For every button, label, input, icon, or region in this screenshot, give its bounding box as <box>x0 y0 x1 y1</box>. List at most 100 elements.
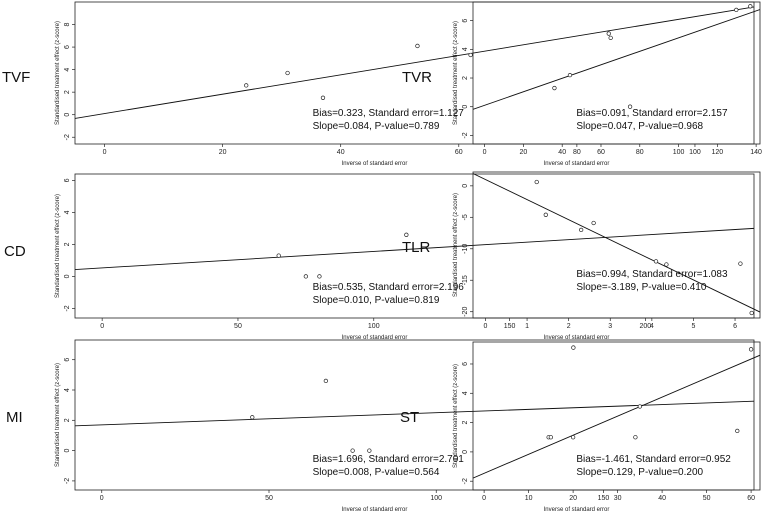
y-tick-label: 2 <box>64 242 71 246</box>
chart-panel-tlr: TLR 0 1 2 3 4 5 6 -20 -15 -10 -5 0 Inverse of standar… <box>402 171 761 341</box>
y-tick-label: 6 <box>64 45 71 49</box>
x-tick-label: 30 <box>614 495 622 502</box>
data-point <box>591 220 596 226</box>
y-tick-label: 0 <box>64 113 71 117</box>
annotation-bias: Bias=0.994, Standard error=1.083 <box>576 269 728 280</box>
data-point <box>735 428 740 434</box>
x-tick-label: 40 <box>558 149 566 156</box>
data-point <box>748 4 753 9</box>
data-point <box>303 274 309 279</box>
x-tick-label: 40 <box>337 149 345 156</box>
data-point <box>350 448 355 453</box>
annotation-slope: Slope=0.047, P-value=0.968 <box>576 121 703 132</box>
y-tick-label: 4 <box>64 68 71 72</box>
x-tick-label: 20 <box>219 149 227 156</box>
x-tick-label: 1 <box>525 323 529 330</box>
y-tick-label: 0 <box>462 184 469 188</box>
y-tick-label: -2 <box>462 478 469 484</box>
x-tick-label: 50 <box>234 323 242 330</box>
y-tick-label: 6 <box>462 19 469 23</box>
y-axis-label: Standardised treatment effect (z-score) <box>55 194 61 298</box>
y-tick-label: -2 <box>462 132 469 138</box>
panel-label: ST <box>400 409 419 426</box>
x-tick-label: 50 <box>703 495 711 502</box>
data-point <box>637 404 643 409</box>
annotation-bias: Bias=0.091, Standard error=2.157 <box>576 108 728 119</box>
x-tick-label: 60 <box>455 149 463 156</box>
y-axis-label: Standardised treatment effect (z-score) <box>55 21 61 125</box>
x-axis-label: Inverse of standard error <box>544 335 610 341</box>
x-tick-label: 3 <box>608 323 612 330</box>
x-tick-label: 100 <box>368 323 380 330</box>
regression-line <box>473 9 760 110</box>
data-point <box>567 73 573 78</box>
data-point <box>606 31 611 36</box>
data-point <box>404 232 409 237</box>
data-point <box>415 43 420 49</box>
data-point <box>627 104 633 109</box>
annotation-slope: Slope=0.084, P-value=0.789 <box>313 121 440 132</box>
y-tick-label: 0 <box>64 274 71 278</box>
panel-label: TVR <box>402 69 432 86</box>
data-point <box>276 253 281 258</box>
x-tick-label: 150 <box>504 323 516 330</box>
x-tick-label: 150 <box>598 495 610 502</box>
x-tick-label: 80 <box>636 149 644 156</box>
y-tick-label: -15 <box>462 275 469 285</box>
data-point <box>244 83 249 88</box>
data-point <box>317 274 322 279</box>
annotation-bias: Bias=0.535, Standard error=2.196 <box>313 282 465 293</box>
x-tick-label: 2 <box>567 323 571 330</box>
data-point <box>320 95 326 100</box>
x-axis-label: Inverse of standard error <box>342 161 408 167</box>
data-point <box>570 435 576 440</box>
x-tick-label: 60 <box>747 495 755 502</box>
data-point <box>468 52 473 58</box>
y-tick-label: -5 <box>462 214 469 220</box>
y-tick-label: -2 <box>64 134 71 140</box>
y-tick-label: 2 <box>462 421 469 425</box>
x-tick-label: 100 <box>430 495 442 502</box>
data-point <box>543 212 548 217</box>
data-point <box>578 227 584 233</box>
x-tick-label: 120 <box>711 149 723 156</box>
y-tick-label: -2 <box>64 478 71 484</box>
plot-frame <box>472 341 761 491</box>
annotation-slope: Slope=0.008, P-value=0.564 <box>313 467 440 478</box>
x-tick-label: 50 <box>265 495 273 502</box>
x-tick-label: 60 <box>597 149 605 156</box>
regression-line <box>75 227 754 271</box>
y-tick-label: 6 <box>64 178 71 182</box>
y-axis-label: Standardised treatment effect (z-score) <box>453 193 459 297</box>
y-tick-label: 0 <box>462 105 469 109</box>
y-tick-label: 2 <box>64 90 71 94</box>
x-axis-label: Inverse of standard error <box>544 507 610 513</box>
y-tick-label: 6 <box>462 362 469 366</box>
regression-line <box>473 354 760 479</box>
x-tick-label: 4 <box>650 323 654 330</box>
data-point <box>633 435 638 440</box>
y-tick-label: 4 <box>462 47 469 51</box>
data-point <box>608 35 613 41</box>
annotation-slope: Slope=0.010, P-value=0.819 <box>313 295 440 306</box>
x-tick-label: 0 <box>483 149 487 156</box>
x-tick-label: 0 <box>103 149 107 156</box>
x-tick-label: 100 <box>673 149 685 156</box>
data-point <box>323 378 329 384</box>
annotation-bias: Bias=-1.461, Standard error=0.952 <box>576 454 731 465</box>
y-tick-label: -10 <box>462 244 469 254</box>
plot-frame <box>74 173 755 319</box>
y-tick-label: 4 <box>462 391 469 395</box>
x-tick-label: 200 <box>640 323 652 330</box>
y-axis-label: Standardised treatment effect (z-score) <box>453 21 459 125</box>
x-tick-label: 0 <box>484 323 488 330</box>
data-point <box>734 7 739 13</box>
data-point <box>367 448 372 453</box>
panel-label: MI <box>6 409 23 426</box>
data-point <box>552 85 557 91</box>
y-tick-label: 2 <box>64 418 71 422</box>
chart-panel-st: ST 0 10 20 30 40 50 60 -2 0 2 4 6 Inverse of standard… <box>400 341 761 513</box>
x-tick-label: 5 <box>691 323 695 330</box>
